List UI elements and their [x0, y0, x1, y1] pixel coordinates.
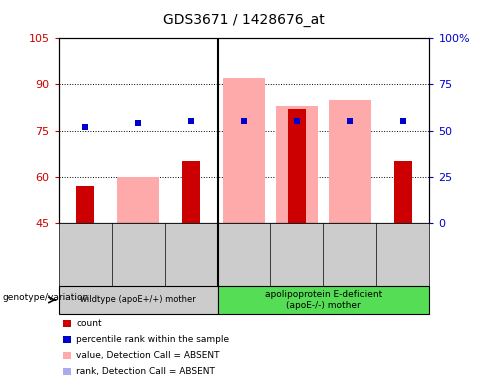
- Bar: [223, 78, 265, 223]
- Text: percentile rank within the sample: percentile rank within the sample: [76, 335, 229, 344]
- Text: GDS3671 / 1428676_at: GDS3671 / 1428676_at: [163, 13, 325, 27]
- Text: genotype/variation: genotype/variation: [2, 293, 89, 303]
- Text: count: count: [76, 319, 102, 328]
- Text: apolipoprotein E-deficient
(apoE-/-) mother: apolipoprotein E-deficient (apoE-/-) mot…: [265, 290, 382, 310]
- Text: rank, Detection Call = ABSENT: rank, Detection Call = ABSENT: [76, 367, 215, 376]
- Bar: [182, 161, 200, 223]
- Bar: [288, 109, 306, 223]
- Bar: [276, 106, 318, 223]
- Bar: [329, 100, 371, 223]
- Bar: [394, 161, 412, 223]
- Bar: [117, 177, 159, 223]
- Text: wildtype (apoE+/+) mother: wildtype (apoE+/+) mother: [80, 295, 196, 305]
- Bar: [76, 186, 94, 223]
- Text: value, Detection Call = ABSENT: value, Detection Call = ABSENT: [76, 351, 220, 360]
